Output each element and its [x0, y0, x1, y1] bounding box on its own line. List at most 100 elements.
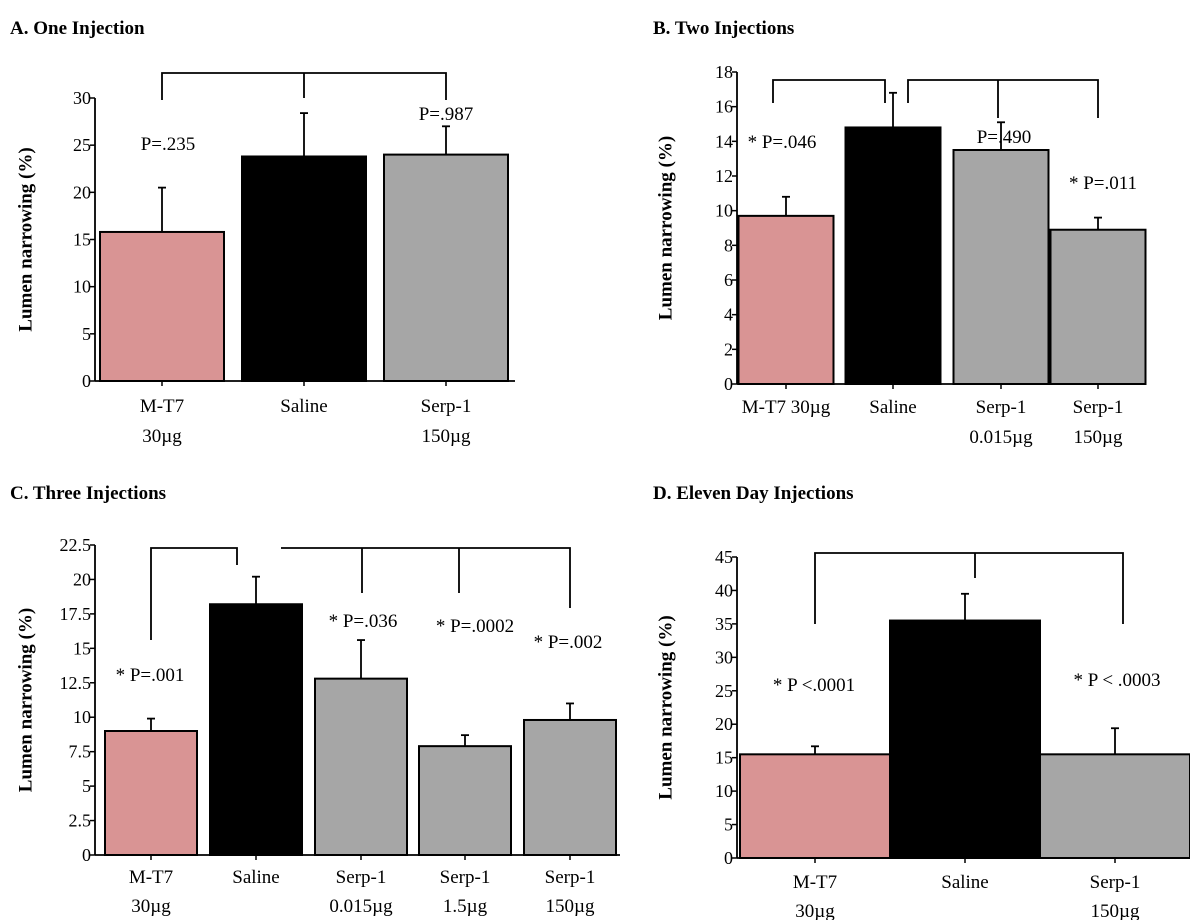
y-tick-label: 5	[82, 776, 91, 796]
y-tick-label: 25	[715, 681, 733, 701]
x-tick-label: 30µg	[795, 901, 835, 920]
significance-bracket	[150, 547, 238, 640]
bar	[418, 745, 512, 857]
y-axis-label: Lumen narrowing (%)	[16, 147, 37, 331]
y-tick-label: 2	[724, 339, 733, 359]
bar	[1049, 228, 1147, 385]
p-value-annotation: * P=.011	[1069, 173, 1137, 194]
y-tick-label: 4	[724, 305, 733, 325]
bar	[952, 149, 1050, 385]
x-tick-label: 0.015µg	[969, 427, 1033, 448]
y-tick-label: 7.5	[69, 742, 92, 762]
x-tick-label: 30µg	[142, 426, 182, 447]
bar	[104, 730, 198, 856]
y-tick-label: 0	[82, 845, 91, 865]
chart-panel-d: D. Eleven Day Injections Lumen narrowing …	[653, 483, 1190, 920]
y-tick-label: 30	[715, 647, 733, 667]
y-tick-label: 8	[724, 235, 733, 255]
bar	[889, 619, 1041, 859]
y-tick-label: 5	[724, 815, 733, 835]
x-tick-label: M-T7	[140, 396, 184, 417]
y-tick-label: 10	[73, 707, 91, 727]
y-tick-label: 22.5	[60, 535, 92, 555]
y-tick-label: 40	[715, 580, 733, 600]
bar	[1039, 753, 1190, 859]
bar	[739, 753, 891, 859]
x-tick-label: 30µg	[131, 896, 171, 917]
y-tick-label: 10	[73, 277, 91, 297]
significance-bracket	[161, 72, 447, 100]
bar	[314, 677, 408, 857]
y-tick-label: 30	[73, 88, 91, 108]
y-axis-label: Lumen narrowing (%)	[656, 136, 677, 320]
p-value-annotation: * P=.001	[116, 665, 185, 686]
y-tick-label: 0	[82, 371, 91, 391]
x-tick-label: Serp-1	[1073, 397, 1124, 418]
panel-title: C. Three Injections	[10, 483, 166, 504]
p-value-annotation: * P=.036	[329, 611, 398, 632]
x-tick-label: Serp-1	[440, 867, 491, 888]
x-tick-label: 1.5µg	[443, 896, 488, 917]
p-value-annotation: * P=.002	[534, 632, 603, 653]
bar	[99, 230, 225, 382]
x-tick-label: Saline	[941, 872, 989, 893]
x-tick-label: Serp-1	[976, 397, 1027, 418]
p-value-annotation: P=.987	[419, 104, 474, 125]
y-axis-label: Lumen narrowing (%)	[656, 615, 677, 799]
y-tick-label: 14	[715, 131, 733, 151]
p-value-annotation: P=.490	[977, 127, 1032, 148]
panel-title: D. Eleven Day Injections	[653, 483, 854, 504]
y-tick-label: 20	[73, 182, 91, 202]
x-tick-label: 150µg	[1091, 901, 1140, 920]
x-tick-label: Serp-1	[1090, 872, 1141, 893]
y-tick-label: 10	[715, 781, 733, 801]
x-tick-label: Serp-1	[421, 396, 472, 417]
x-tick-label: 150µg	[422, 426, 471, 447]
panel-title: A. One Injection	[10, 18, 145, 39]
x-tick-label: Saline	[869, 397, 917, 418]
bar	[737, 214, 835, 385]
chart-panel-a: A. One Injection Lumen narrowing (%) 0 5 10 1…	[10, 18, 515, 447]
y-tick-label: 10	[715, 201, 733, 221]
significance-bracket	[772, 79, 886, 103]
x-tick-label: 0.015µg	[329, 896, 393, 917]
y-tick-label: 35	[715, 614, 733, 634]
significance-bracket	[814, 552, 1124, 624]
y-tick-label: 17.5	[60, 604, 92, 624]
y-tick-label: 15	[715, 748, 733, 768]
p-value-annotation: * P=.0002	[436, 616, 514, 637]
bar	[241, 155, 367, 382]
x-tick-label: Saline	[280, 396, 328, 417]
y-tick-label: 15	[73, 230, 91, 250]
y-axis-label: Lumen narrowing (%)	[16, 608, 37, 792]
y-tick-label: 20	[73, 569, 91, 589]
y-tick-label: 25	[73, 135, 91, 155]
significance-bracket	[281, 547, 571, 608]
p-value-annotation: * P < .0003	[1073, 670, 1160, 691]
x-tick-label: M-T7	[129, 867, 173, 888]
bar	[383, 153, 509, 382]
y-tick-label: 12	[715, 166, 733, 186]
p-value-annotation: * P <.0001	[773, 675, 855, 696]
y-tick-label: 6	[724, 270, 733, 290]
y-tick-label: 5	[82, 324, 91, 344]
chart-panel-c: C. Three Injections Lumen narrowing (%) 0 2…	[10, 483, 620, 917]
p-value-annotation: P=.235	[141, 134, 196, 155]
x-tick-label: Serp-1	[545, 867, 596, 888]
x-tick-label: M-T7 30µg	[742, 397, 831, 418]
y-tick-label: 0	[724, 848, 733, 868]
x-tick-label: M-T7	[793, 872, 837, 893]
x-tick-label: 150µg	[546, 896, 595, 917]
p-value-annotation: * P=.046	[748, 132, 817, 153]
y-tick-label: 18	[715, 62, 733, 82]
significance-bracket	[907, 79, 1099, 118]
x-tick-label: Serp-1	[336, 867, 387, 888]
bar	[523, 718, 617, 856]
y-tick-label: 16	[715, 97, 733, 117]
y-tick-label: 45	[715, 547, 733, 567]
panel-title: B. Two Injections	[653, 18, 794, 39]
bar	[209, 603, 303, 856]
x-tick-label: 150µg	[1074, 427, 1123, 448]
y-tick-label: 0	[724, 374, 733, 394]
